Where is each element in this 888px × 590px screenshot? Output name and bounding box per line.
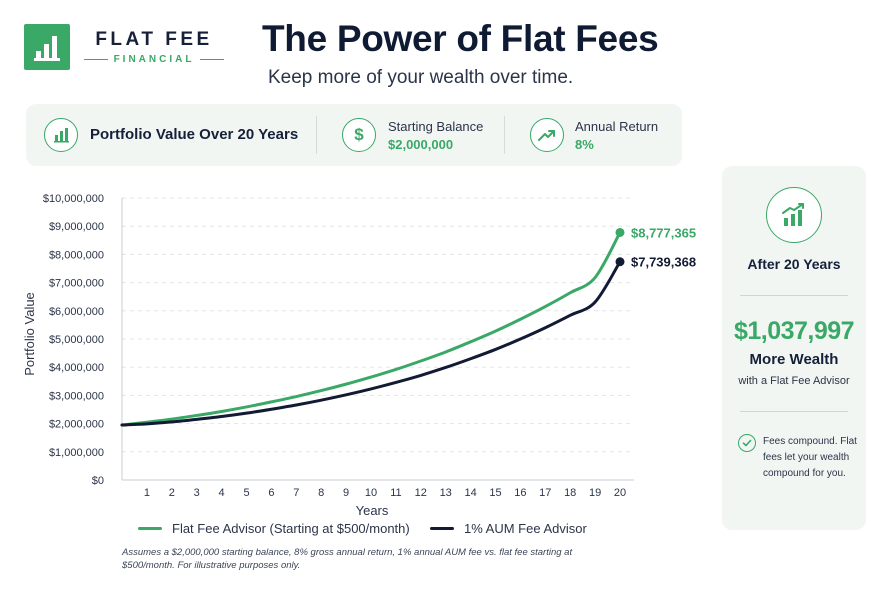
- y-axis-title: Portfolio Value: [22, 292, 37, 376]
- panel-note: Fees compound. Flat fees let your wealth…: [763, 436, 857, 479]
- starting-balance-value: $2,000,000: [388, 137, 454, 152]
- x-tick-label: 3: [194, 487, 200, 499]
- series-line-flat-fee: [120, 230, 622, 427]
- y-tick-label: $2,000,000: [49, 419, 104, 431]
- end-point-aum: [615, 257, 625, 267]
- with-flat-fee-label: with a Flat Fee Advisor: [738, 375, 850, 387]
- logo-name: FLAT FEE: [95, 29, 213, 50]
- y-tick-label: $9,000,000: [49, 221, 104, 233]
- x-tick-label: 9: [343, 487, 349, 499]
- x-tick-label: 10: [365, 487, 377, 499]
- checkmark-icon: [738, 434, 756, 452]
- info-bar: Portfolio Value Over 20 Years $ Starting…: [26, 104, 682, 166]
- summary-panel: After 20 Years $1,037,997 More Wealth wi…: [722, 166, 866, 530]
- annual-return-value: 8%: [575, 137, 594, 152]
- x-tick-label: 20: [614, 487, 626, 499]
- x-tick-label: 15: [489, 487, 501, 499]
- y-tick-label: $1,000,000: [49, 447, 104, 459]
- x-tick-label: 5: [243, 487, 249, 499]
- logo-subtitle: FINANCIAL: [113, 54, 195, 65]
- wealth-difference-amount: $1,037,997: [733, 317, 855, 345]
- x-tick-label: 11: [390, 487, 401, 499]
- y-tick-label: $4,000,000: [49, 362, 104, 374]
- portfolio-line-chart: $0 $1,000,000 $2,000,000 $3,000,000 $4,000,0…: [22, 193, 696, 518]
- disclaimer-footnote: Assumes a $2,000,000 starting balance, 8…: [122, 547, 573, 571]
- bar-chart-logo-icon: [24, 24, 70, 70]
- more-wealth-label: More Wealth: [749, 351, 839, 368]
- y-tick-label: $5,000,000: [49, 334, 104, 346]
- chart-label: Portfolio Value Over 20 Years: [90, 126, 299, 143]
- x-tick-label: 1: [144, 487, 150, 499]
- end-point-flat-fee: [615, 227, 625, 237]
- x-tick-label: 17: [539, 487, 551, 499]
- brand-logo: FLAT FEE FINANCIAL: [24, 24, 225, 70]
- x-tick-label: 8: [318, 487, 324, 499]
- legend-label-flat-fee: Flat Fee Advisor (Starting at $500/month…: [172, 521, 410, 536]
- dollar-icon: $: [342, 118, 376, 152]
- x-tick-label: 13: [440, 487, 452, 499]
- series-line-aum: [120, 260, 622, 427]
- trend-up-icon: [530, 118, 564, 152]
- y-tick-label: $8,000,000: [49, 249, 104, 261]
- x-tick-label: 19: [589, 487, 601, 499]
- end-label-aum: $7,739,368: [631, 255, 696, 270]
- y-tick-label: $10,000,000: [43, 193, 104, 205]
- legend-item-aum: 1% AUM Fee Advisor: [430, 521, 587, 536]
- y-tick-label: $3,000,000: [49, 390, 104, 402]
- x-tick-label: 6: [268, 487, 274, 499]
- x-axis-title: Years: [356, 503, 389, 518]
- bar-chart-icon: [44, 118, 78, 152]
- x-tick-label: 12: [415, 487, 427, 499]
- growth-chart-icon: [766, 187, 822, 243]
- starting-balance-label: Starting Balance: [388, 119, 484, 134]
- x-tick-label: 14: [464, 487, 476, 499]
- annual-return-label: Annual Return: [575, 119, 659, 134]
- end-label-flat-fee: $8,777,365: [631, 225, 696, 240]
- x-tick-label: 2: [169, 487, 175, 499]
- panel-heading: After 20 Years: [747, 256, 841, 272]
- y-tick-label: $0: [92, 475, 104, 487]
- y-tick-label: $6,000,000: [49, 306, 104, 318]
- x-tick-label: 16: [514, 487, 526, 499]
- page-subtitle: Keep more of your wealth over time.: [268, 67, 574, 88]
- x-tick-label: 4: [219, 487, 225, 499]
- x-tick-label: 7: [293, 487, 299, 499]
- legend-label-aum: 1% AUM Fee Advisor: [464, 521, 587, 536]
- page-title: The Power of Flat Fees: [262, 18, 659, 59]
- legend-item-flat-fee: Flat Fee Advisor (Starting at $500/month…: [138, 521, 410, 536]
- y-tick-label: $7,000,000: [49, 278, 104, 290]
- x-tick-label: 18: [564, 487, 576, 499]
